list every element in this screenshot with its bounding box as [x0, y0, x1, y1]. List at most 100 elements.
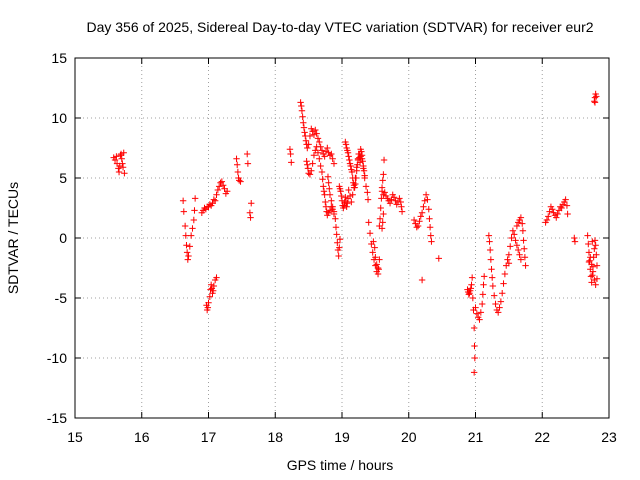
data-point: [417, 213, 424, 220]
data-point: [358, 155, 366, 162]
data-point: [322, 198, 329, 206]
data-point: [586, 257, 593, 264]
data-point: [305, 141, 312, 148]
data-point: [347, 162, 354, 170]
data-point: [183, 242, 190, 249]
data-point: [372, 254, 379, 261]
data-point: [318, 168, 326, 176]
data-point: [500, 280, 507, 287]
data-point: [320, 183, 327, 190]
data-point: [585, 249, 593, 256]
data-point: [322, 148, 330, 155]
data-point: [520, 237, 527, 244]
data-point: [318, 147, 326, 154]
data-point: [422, 191, 430, 198]
data-point: [468, 281, 475, 288]
data-point: [117, 150, 125, 158]
data-point: [219, 182, 227, 189]
data-point: [410, 216, 418, 224]
data-point: [113, 153, 120, 160]
data-point: [340, 202, 348, 209]
data-point: [392, 197, 399, 204]
data-point: [381, 189, 388, 196]
grid-lines: [75, 58, 609, 418]
data-point: [589, 238, 596, 245]
x-tick-labels: 15 16 17 18 19 20 21 22 23: [67, 429, 617, 445]
data-point: [413, 224, 420, 231]
data-point: [470, 324, 478, 332]
x-tick-label: 21: [468, 429, 484, 445]
data-point: [472, 304, 479, 311]
x-tick-label: 17: [201, 429, 217, 445]
data-point: [360, 165, 367, 172]
data-point: [490, 292, 498, 299]
y-axis-label: SDTVAR / TECUs: [5, 182, 21, 294]
data-point: [507, 243, 514, 250]
data-point: [316, 138, 323, 146]
data-point: [326, 191, 334, 198]
data-point: [304, 165, 312, 172]
data-point: [191, 207, 198, 214]
data-point: [186, 243, 194, 250]
data-point: [369, 249, 376, 256]
data-point: [346, 192, 354, 200]
data-point: [549, 206, 556, 213]
data-point: [571, 238, 579, 245]
data-point: [324, 173, 332, 180]
data-point: [426, 224, 434, 231]
data-point: [511, 231, 518, 238]
data-point: [378, 225, 386, 232]
data-point: [521, 245, 528, 252]
y-tick-label: -15: [47, 410, 67, 426]
data-point: [591, 237, 599, 244]
data-point: [585, 258, 593, 266]
data-point: [378, 195, 385, 202]
data-point: [354, 156, 362, 164]
data-point: [210, 282, 218, 290]
data-point: [213, 191, 220, 198]
data-point: [345, 186, 352, 194]
data-point: [421, 197, 428, 204]
data-point: [329, 203, 336, 210]
data-point: [334, 239, 341, 246]
data-point: [346, 156, 353, 164]
data-point: [304, 161, 311, 168]
data-points: [110, 90, 601, 376]
data-point: [416, 218, 423, 225]
data-point: [313, 130, 320, 137]
data-point: [117, 152, 124, 159]
data-point: [476, 316, 483, 323]
data-point: [213, 274, 220, 281]
data-point: [183, 249, 191, 256]
data-point: [427, 232, 434, 239]
data-point: [497, 298, 505, 305]
data-point: [426, 215, 433, 222]
data-point: [211, 197, 219, 204]
data-point: [312, 126, 319, 134]
data-point: [386, 200, 394, 207]
data-point: [512, 237, 519, 244]
data-point: [206, 293, 214, 300]
data-point: [180, 208, 188, 215]
data-point: [324, 144, 331, 152]
data-point: [390, 194, 398, 201]
data-point: [591, 99, 599, 106]
x-tick-label: 20: [401, 429, 417, 445]
data-point: [477, 309, 485, 316]
data-point: [398, 208, 406, 215]
data-point: [244, 150, 251, 158]
data-point: [370, 238, 377, 245]
data-point: [205, 299, 212, 306]
data-point: [589, 272, 596, 279]
data-point: [121, 170, 128, 177]
data-point: [378, 188, 386, 195]
data-point: [488, 274, 496, 281]
data-point: [592, 242, 599, 249]
data-point: [348, 168, 356, 176]
data-point: [424, 196, 431, 203]
data-point: [330, 160, 338, 167]
data-point: [553, 214, 560, 221]
data-point: [187, 232, 195, 239]
data-point: [207, 286, 214, 293]
data-point: [593, 93, 600, 100]
